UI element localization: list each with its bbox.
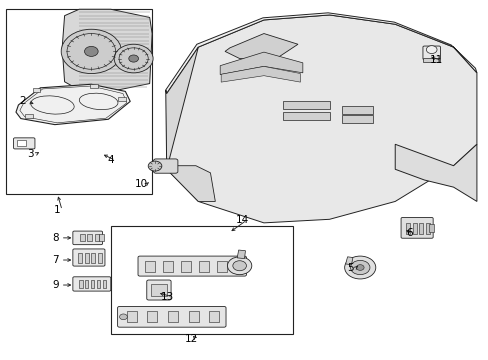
Bar xyxy=(17,140,26,147)
Text: 13: 13 xyxy=(161,292,174,302)
Text: 14: 14 xyxy=(235,215,248,225)
Bar xyxy=(216,261,226,272)
Text: 7: 7 xyxy=(52,255,59,265)
Circle shape xyxy=(356,265,364,270)
Bar xyxy=(99,234,104,241)
Text: 4: 4 xyxy=(107,156,114,165)
Text: 8: 8 xyxy=(52,233,59,243)
Bar xyxy=(188,311,198,322)
Text: 2: 2 xyxy=(20,96,26,107)
FancyBboxPatch shape xyxy=(117,306,225,327)
Bar xyxy=(168,311,178,322)
Bar xyxy=(102,280,106,288)
Bar xyxy=(406,223,409,234)
Polygon shape xyxy=(220,52,302,75)
Circle shape xyxy=(350,260,369,275)
Circle shape xyxy=(61,29,121,73)
Bar xyxy=(25,113,33,118)
Polygon shape xyxy=(345,257,352,265)
Bar xyxy=(97,280,100,288)
Circle shape xyxy=(119,314,127,320)
FancyBboxPatch shape xyxy=(153,159,178,173)
Text: 5: 5 xyxy=(346,263,353,273)
Bar xyxy=(341,115,372,123)
Bar xyxy=(151,284,166,296)
Bar xyxy=(199,261,208,272)
Text: 11: 11 xyxy=(429,55,442,65)
Bar xyxy=(341,106,372,114)
Circle shape xyxy=(344,256,375,279)
Bar xyxy=(111,226,292,334)
Bar xyxy=(412,223,416,234)
Text: 3: 3 xyxy=(27,149,34,159)
Polygon shape xyxy=(16,84,130,125)
FancyBboxPatch shape xyxy=(422,46,440,60)
Bar xyxy=(6,9,152,194)
Bar xyxy=(98,252,102,262)
Bar xyxy=(163,261,172,272)
Bar xyxy=(87,234,92,242)
Bar xyxy=(79,280,82,288)
Polygon shape xyxy=(224,33,297,60)
Bar xyxy=(147,311,157,322)
Text: 6: 6 xyxy=(406,228,412,238)
Bar xyxy=(90,84,98,88)
Polygon shape xyxy=(221,66,300,82)
Bar xyxy=(144,261,154,272)
Polygon shape xyxy=(165,47,198,169)
Bar xyxy=(428,224,433,232)
Bar xyxy=(423,58,439,62)
Bar xyxy=(234,261,244,272)
Circle shape xyxy=(114,44,153,73)
Polygon shape xyxy=(165,13,476,94)
Bar xyxy=(32,88,40,92)
Bar xyxy=(425,223,429,234)
FancyBboxPatch shape xyxy=(138,256,246,276)
Text: 10: 10 xyxy=(135,179,148,189)
Bar xyxy=(91,252,95,262)
Bar xyxy=(91,280,94,288)
Bar xyxy=(118,97,125,101)
Bar xyxy=(283,101,329,109)
Bar xyxy=(85,280,88,288)
Circle shape xyxy=(84,46,98,57)
Bar xyxy=(419,223,423,234)
Bar xyxy=(95,234,99,242)
Polygon shape xyxy=(62,9,152,91)
FancyBboxPatch shape xyxy=(146,280,171,300)
Bar xyxy=(209,311,219,322)
Bar xyxy=(78,252,82,262)
FancyBboxPatch shape xyxy=(14,138,35,149)
Text: 9: 9 xyxy=(52,280,59,290)
Polygon shape xyxy=(166,15,476,223)
Bar xyxy=(283,112,329,120)
FancyBboxPatch shape xyxy=(73,277,111,291)
Circle shape xyxy=(128,55,138,62)
Circle shape xyxy=(426,46,436,54)
Polygon shape xyxy=(237,250,245,258)
Polygon shape xyxy=(394,144,476,202)
Text: 12: 12 xyxy=(184,334,197,344)
FancyBboxPatch shape xyxy=(73,231,102,245)
Bar xyxy=(84,252,88,262)
Polygon shape xyxy=(166,166,215,202)
Circle shape xyxy=(227,257,251,275)
Text: 1: 1 xyxy=(54,205,61,215)
Bar xyxy=(126,311,136,322)
Bar xyxy=(80,234,84,242)
FancyBboxPatch shape xyxy=(73,249,105,266)
FancyBboxPatch shape xyxy=(400,217,432,238)
Bar xyxy=(181,261,190,272)
Circle shape xyxy=(232,261,246,271)
Circle shape xyxy=(148,161,162,171)
